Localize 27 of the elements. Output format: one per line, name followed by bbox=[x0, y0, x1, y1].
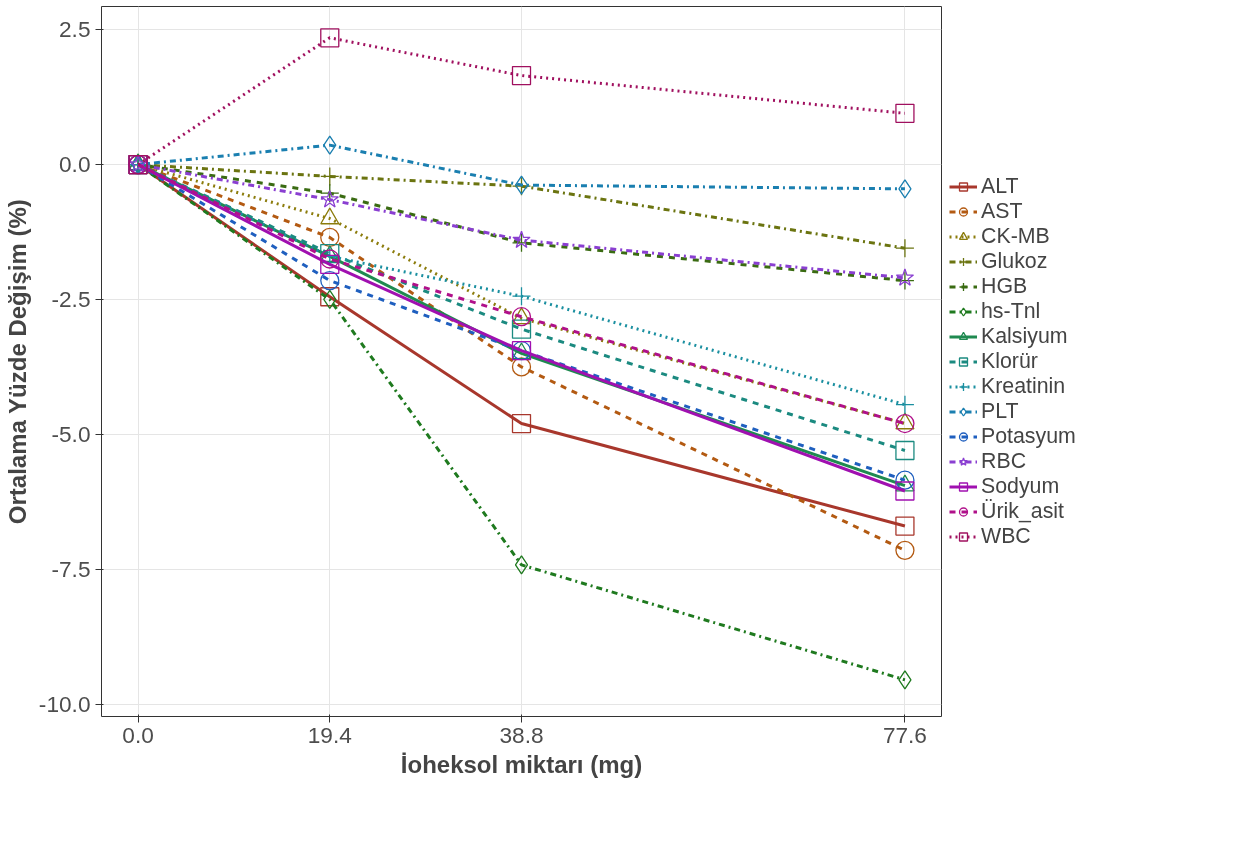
y-tick-label: -7.5 bbox=[51, 555, 91, 582]
legend-label: hs-Tnl bbox=[981, 298, 1041, 324]
y-tick-label: 0.0 bbox=[59, 151, 91, 178]
x-tick-label: 0.0 bbox=[122, 721, 154, 748]
legend-label: PLT bbox=[981, 398, 1019, 424]
y-tick-label: -5.0 bbox=[51, 420, 91, 447]
x-tick-label: 19.4 bbox=[307, 721, 352, 748]
legend-label: Sodyum bbox=[981, 473, 1060, 499]
legend-label: Potasyum bbox=[981, 423, 1076, 449]
legend-label: AST bbox=[981, 198, 1023, 224]
x-tick-label: 77.6 bbox=[882, 721, 927, 748]
y-tick-label: -10.0 bbox=[38, 690, 91, 717]
legend-label: Glukoz bbox=[981, 248, 1048, 274]
y-axis-title: Ortalama Yüzde Değişim (%) bbox=[3, 199, 31, 525]
legend-label: Ürik_asit bbox=[981, 498, 1064, 524]
x-axis-title: İoheksol miktarı (mg) bbox=[400, 750, 643, 778]
legend-label: ALT bbox=[981, 173, 1019, 199]
y-tick-label: -2.5 bbox=[51, 285, 91, 312]
legend-label: RBC bbox=[981, 448, 1027, 474]
legend-label: Klorür bbox=[981, 348, 1038, 374]
x-tick-label: 38.8 bbox=[499, 721, 544, 748]
legend-label: WBC bbox=[981, 523, 1031, 549]
legend-label: Kalsiyum bbox=[981, 323, 1068, 349]
legend-label: Kreatinin bbox=[981, 373, 1066, 399]
legend-label: HGB bbox=[981, 273, 1028, 299]
y-tick-label: 2.5 bbox=[59, 16, 91, 43]
legend-label: CK-MB bbox=[981, 223, 1050, 249]
